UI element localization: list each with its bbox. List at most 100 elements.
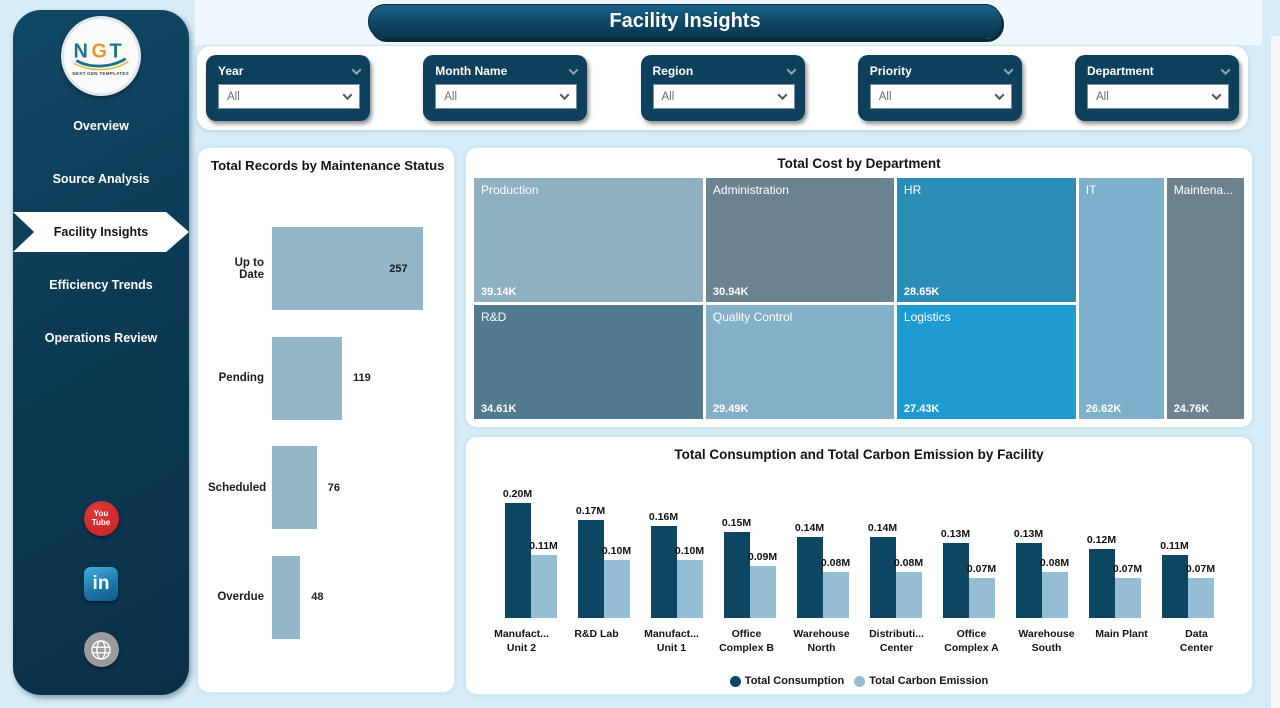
facility-group-data-center: 0.11M 0.07M bbox=[1160, 481, 1215, 618]
bar-total-carbon-emission[interactable]: 0.07M bbox=[1186, 563, 1215, 618]
cost-by-department-panel: Total Cost by Department Production 39.14… bbox=[465, 147, 1253, 428]
filter-header: Month Name bbox=[435, 64, 579, 78]
filter-region[interactable]: Region All bbox=[640, 55, 805, 121]
bar-total-consumption[interactable]: 0.15M bbox=[722, 517, 751, 618]
filter-selected-value: All bbox=[878, 90, 892, 103]
treemap-tile-quality-control[interactable]: Quality Control 29.49K bbox=[705, 304, 894, 419]
category-label: Pending bbox=[218, 372, 264, 385]
bar-total-carbon-emission[interactable]: 0.08M bbox=[821, 557, 850, 618]
bar-total-consumption[interactable]: 0.13M bbox=[1014, 528, 1043, 618]
treemap-tile-logistics[interactable]: Logistics 27.43K bbox=[896, 304, 1076, 419]
treemap-tile-value: 24.76K bbox=[1173, 403, 1210, 415]
facility-group-main-plant: 0.12M 0.07M bbox=[1087, 481, 1142, 618]
filter-month-name-select[interactable]: All bbox=[435, 84, 578, 109]
bar-total-consumption[interactable]: 0.11M bbox=[1160, 540, 1189, 618]
bar-total-consumption[interactable]: 0.14M bbox=[795, 522, 824, 618]
sidebar-item-overview[interactable]: Overview bbox=[13, 106, 189, 146]
treemap-column: Administration 30.94K Quality Control 29.49… bbox=[705, 178, 894, 419]
bar-total-carbon-emission[interactable]: 0.10M bbox=[602, 545, 631, 618]
chevron-down-icon[interactable] bbox=[786, 64, 796, 75]
x-axis-label: Office Complex A bbox=[944, 628, 999, 654]
filter-priority[interactable]: Priority All bbox=[857, 55, 1022, 121]
bar-total-consumption[interactable]: 0.16M bbox=[649, 511, 678, 618]
bar-total-consumption[interactable]: 0.14M bbox=[868, 522, 897, 618]
chevron-down-icon[interactable] bbox=[559, 90, 570, 101]
sidebar-social: You Tube in bbox=[13, 501, 189, 667]
facility-group-office-complex-b: 0.15M 0.09M bbox=[722, 481, 777, 618]
bar-scheduled[interactable] bbox=[272, 446, 317, 530]
filter-label: Year bbox=[218, 64, 244, 78]
bar-pending[interactable] bbox=[272, 336, 343, 420]
website-globe-icon[interactable] bbox=[83, 632, 119, 667]
treemap-tile-value: 30.94K bbox=[712, 285, 749, 298]
x-axis-label: Warehouse North bbox=[793, 628, 850, 654]
filter-department[interactable]: Department All bbox=[1075, 55, 1239, 121]
chevron-down-icon[interactable] bbox=[1003, 64, 1014, 75]
sidebar-item-label: Operations Review bbox=[44, 331, 158, 345]
consumption-emission-panel: Total Consumption and Total Carbon Emiss… bbox=[465, 436, 1253, 695]
treemap-tile-r-d[interactable]: R&D 34.61K bbox=[474, 304, 703, 419]
bar-value-label: 0.10M bbox=[601, 545, 632, 557]
x-axis-label: Distributi... Center bbox=[869, 628, 924, 654]
treemap-tile-label: HR bbox=[903, 183, 922, 197]
bar-total-carbon-emission[interactable]: 0.08M bbox=[1040, 557, 1069, 618]
filter-header: Priority bbox=[870, 64, 1014, 78]
bar-track: 257 bbox=[272, 227, 442, 311]
chevron-down-icon[interactable] bbox=[1220, 64, 1231, 75]
bar-value-label: 0.20M bbox=[502, 488, 533, 500]
chevron-down-icon[interactable] bbox=[777, 90, 787, 101]
treemap-tile-value: 28.65K bbox=[903, 285, 940, 298]
bar-total-carbon-emission[interactable]: 0.11M bbox=[529, 540, 558, 618]
treemap-tile-administration[interactable]: Administration 30.94K bbox=[705, 178, 894, 302]
bar-total-carbon-emission[interactable]: 0.07M bbox=[967, 563, 996, 618]
bar-total-consumption[interactable]: 0.13M bbox=[941, 528, 970, 618]
category-label: Overdue bbox=[217, 591, 264, 604]
filter-month-name[interactable]: Month Name All bbox=[423, 55, 588, 121]
sidebar-item-label: Overview bbox=[73, 119, 129, 133]
bar-total-consumption[interactable]: 0.20M bbox=[503, 488, 532, 618]
bar-total-carbon-emission[interactable]: 0.07M bbox=[1113, 563, 1142, 618]
treemap-tile-maintena[interactable]: Maintena... 24.76K bbox=[1166, 178, 1244, 419]
youtube-icon[interactable]: You Tube bbox=[83, 501, 119, 536]
bar-total-carbon-emission[interactable]: 0.10M bbox=[675, 545, 704, 618]
sidebar-item-label: Facility Insights bbox=[53, 225, 149, 239]
chevron-down-icon[interactable] bbox=[351, 64, 362, 75]
filter-selected-value: All bbox=[444, 90, 458, 103]
sidebar-item-operations-review[interactable]: Operations Review bbox=[13, 318, 189, 358]
filter-region-select[interactable]: All bbox=[652, 84, 795, 109]
maintenance-chart-title: Total Records by Maintenance Status bbox=[211, 158, 445, 173]
sidebar-item-source-analysis[interactable]: Source Analysis bbox=[13, 159, 189, 199]
bar-up-to-date[interactable] bbox=[272, 227, 424, 311]
treemap-column: IT 26.62K bbox=[1078, 178, 1164, 419]
filter-year-select[interactable]: All bbox=[218, 84, 360, 109]
treemap-tile-it[interactable]: IT 26.62K bbox=[1078, 178, 1164, 419]
treemap-tile-label: Production bbox=[481, 183, 539, 197]
chevron-down-icon[interactable] bbox=[342, 90, 353, 101]
facility-group-manufact-unit-1: 0.16M 0.10M bbox=[649, 481, 704, 618]
bar-total-carbon-emission[interactable]: 0.08M bbox=[894, 557, 923, 618]
chevron-down-icon[interactable] bbox=[568, 64, 579, 75]
maintenance-row-overdue: Overdue 48 bbox=[208, 543, 442, 653]
bar-value-label: 0.08M bbox=[820, 557, 851, 569]
sidebar-item-facility-insights[interactable]: Facility Insights bbox=[13, 212, 189, 252]
sidebar-nav: Overview Source Analysis Facility Insights… bbox=[13, 106, 189, 358]
chevron-down-icon[interactable] bbox=[1211, 90, 1222, 101]
treemap-tile-production[interactable]: Production 39.14K bbox=[474, 178, 703, 302]
x-axis-label: Manufact... Unit 1 bbox=[644, 628, 699, 654]
maintenance-row-scheduled: Scheduled 76 bbox=[208, 433, 442, 543]
bar-total-carbon-emission[interactable]: 0.09M bbox=[748, 551, 777, 618]
bar-overdue[interactable] bbox=[272, 555, 301, 639]
treemap-tile-hr[interactable]: HR 28.65K bbox=[896, 178, 1076, 302]
linkedin-icon[interactable]: in bbox=[84, 567, 118, 601]
treemap-tile-value: 27.43K bbox=[903, 403, 940, 415]
bar-total-consumption[interactable]: 0.12M bbox=[1087, 534, 1116, 618]
bar-value-label: 0.14M bbox=[794, 522, 825, 534]
sidebar-item-efficiency-trends[interactable]: Efficiency Trends bbox=[13, 265, 189, 305]
chevron-down-icon[interactable] bbox=[994, 90, 1005, 101]
filter-priority-select[interactable]: All bbox=[869, 84, 1012, 109]
svg-text:G: G bbox=[92, 41, 107, 63]
bar-total-consumption[interactable]: 0.17M bbox=[576, 505, 605, 618]
filter-department-select[interactable]: All bbox=[1087, 84, 1229, 109]
filter-year[interactable]: Year All bbox=[206, 55, 370, 121]
